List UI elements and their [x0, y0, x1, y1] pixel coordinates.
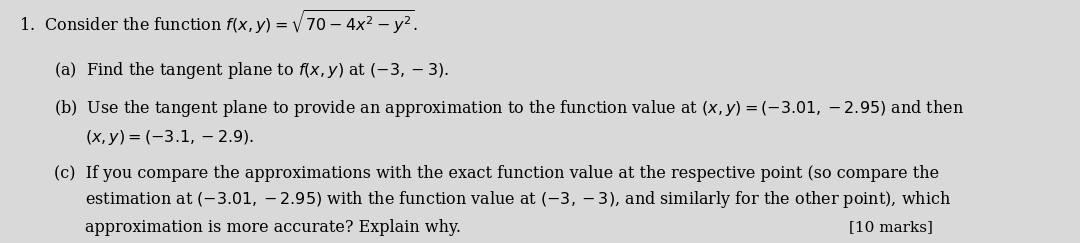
Text: estimation at $(-3.01, -2.95)$ with the function value at $(-3, -3)$, and simila: estimation at $(-3.01, -2.95)$ with the …	[84, 190, 950, 210]
Text: (c)  If you compare the approximations with the exact function value at the resp: (c) If you compare the approximations wi…	[54, 165, 940, 182]
Text: (b)  Use the tangent plane to provide an approximation to the function value at : (b) Use the tangent plane to provide an …	[54, 98, 964, 119]
Text: [10 marks]: [10 marks]	[849, 221, 933, 234]
Text: 1.  Consider the function $f(x, y) = \sqrt{70 - 4x^2 - y^2}$.: 1. Consider the function $f(x, y) = \sqr…	[18, 8, 418, 36]
Text: (a)  Find the tangent plane to $f(x, y)$ at $(-3, -3)$.: (a) Find the tangent plane to $f(x, y)$ …	[54, 60, 449, 81]
Text: $(x, y) = (-3.1, -2.9)$.: $(x, y) = (-3.1, -2.9)$.	[84, 128, 254, 147]
Text: approximation is more accurate? Explain why.: approximation is more accurate? Explain …	[84, 218, 461, 235]
